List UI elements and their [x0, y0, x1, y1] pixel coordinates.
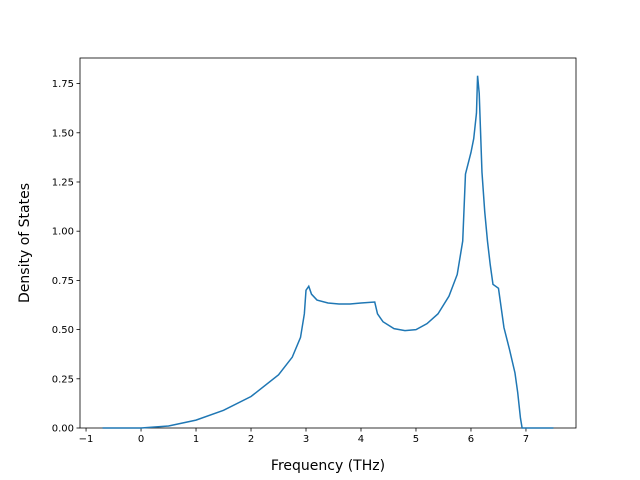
- y-tick-label: 1.25: [52, 177, 74, 188]
- y-tick-label: 1.50: [52, 128, 74, 139]
- plot-frame: [79, 57, 577, 429]
- data-line: [102, 75, 554, 429]
- x-tick-label: 5: [413, 434, 419, 445]
- x-tick-label: 7: [523, 434, 529, 445]
- x-tick-label: −1: [79, 434, 94, 445]
- x-tick-label: 6: [468, 434, 474, 445]
- y-tick-label: 0.75: [52, 276, 74, 287]
- y-tick-label: 0.00: [52, 424, 74, 435]
- x-axis-label: Frequency (THz): [271, 458, 385, 474]
- x-tick-label: 2: [248, 434, 254, 445]
- y-axis-label: Density of States: [17, 183, 33, 303]
- y-tick-label: 1.75: [52, 79, 74, 90]
- x-tick-label: 4: [358, 434, 364, 445]
- y-tick-label: 0.50: [52, 325, 74, 336]
- y-tick-label: 0.25: [52, 374, 74, 385]
- x-tick-label: 3: [303, 434, 309, 445]
- x-tick-label: 1: [193, 434, 199, 445]
- x-tick-label: 0: [138, 434, 144, 445]
- y-tick-label: 1.00: [52, 227, 74, 238]
